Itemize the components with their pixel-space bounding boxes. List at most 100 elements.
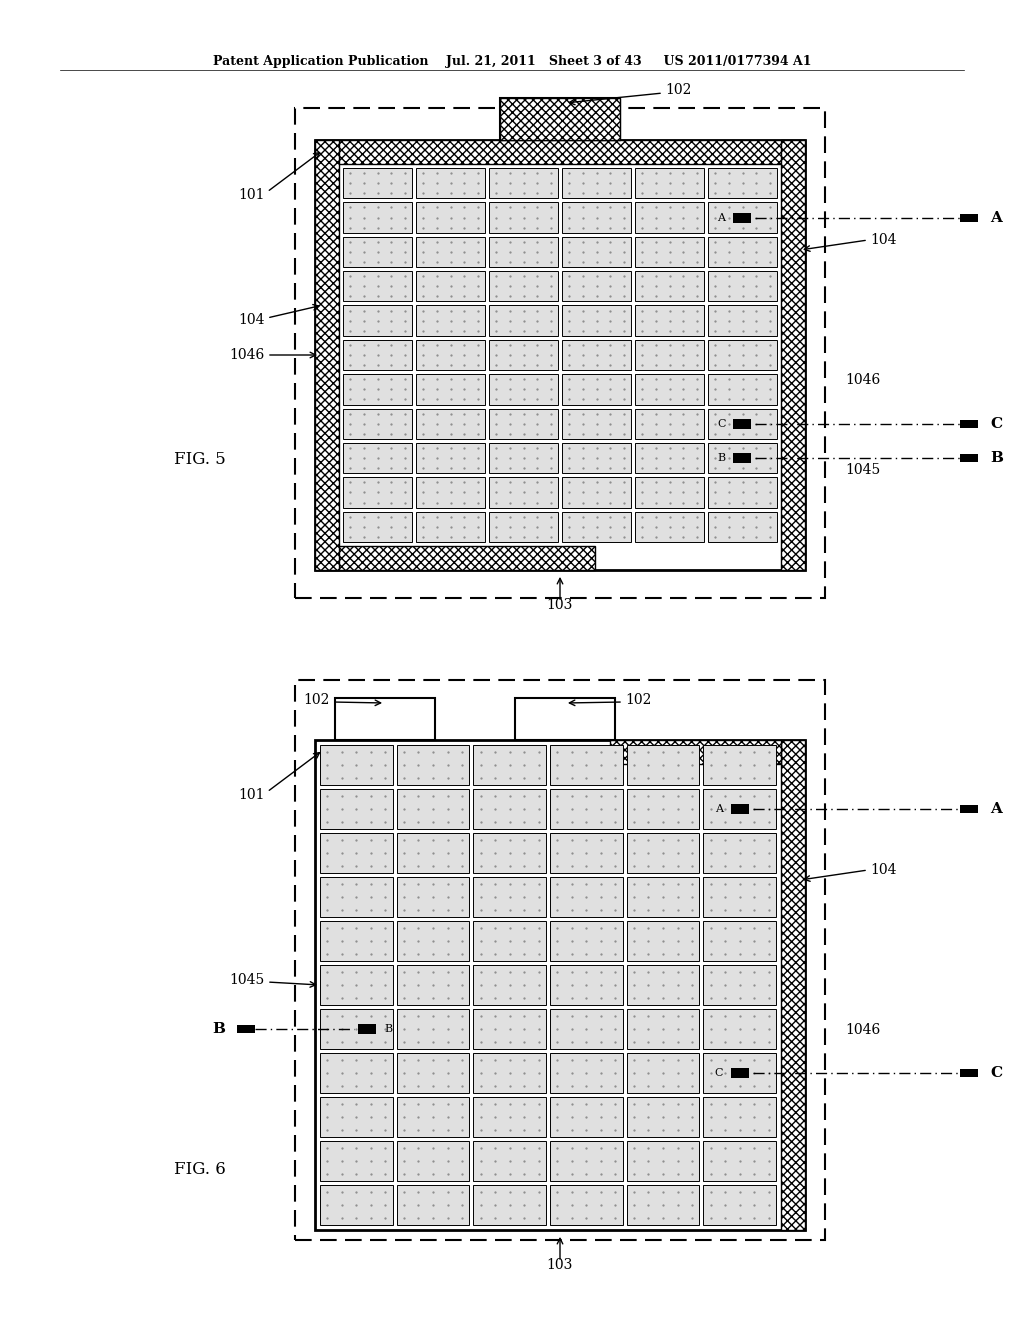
Bar [500,98,620,140]
Bar [319,833,392,873]
Bar [562,202,631,232]
Bar [708,478,777,508]
Bar [473,921,546,961]
Bar [335,698,435,741]
Bar [343,271,412,301]
Text: 1046: 1046 [845,1023,881,1038]
Bar [473,1097,546,1137]
Bar [489,305,558,335]
Text: 102: 102 [304,693,330,708]
Bar [489,409,558,440]
Text: Patent Application Publication    Jul. 21, 2011   Sheet 3 of 43     US 2011/0177: Patent Application Publication Jul. 21, … [213,55,811,69]
Bar [703,1140,776,1181]
Text: 103: 103 [547,598,573,612]
Bar [515,698,615,741]
Bar [610,741,781,764]
Bar [781,741,805,1230]
Text: 104: 104 [239,313,265,327]
Bar [416,512,485,543]
Bar [961,805,978,813]
Bar [489,374,558,404]
Text: A: A [718,213,725,223]
Bar [295,680,825,1239]
Bar [396,1053,469,1093]
Bar [550,789,623,829]
Bar [500,98,620,140]
Bar [396,876,469,917]
Bar [489,236,558,267]
Text: 101: 101 [239,187,265,202]
Text: C: C [717,418,725,429]
Bar [627,789,699,829]
Bar [708,512,777,543]
Text: C: C [715,1068,723,1078]
Bar [315,140,805,164]
Text: 1045: 1045 [845,463,881,477]
Bar [562,409,631,440]
Bar [708,236,777,267]
Bar [635,444,705,474]
Bar [781,140,805,570]
Bar [550,833,623,873]
Bar [703,1008,776,1049]
Text: 103: 103 [547,1258,573,1272]
Bar [343,478,412,508]
Bar [416,168,485,198]
Bar [489,478,558,508]
Bar [396,965,469,1005]
Bar [343,409,412,440]
Bar [733,213,752,223]
Bar [489,168,558,198]
Text: A: A [990,803,1001,816]
Bar [396,1097,469,1137]
Text: 1046: 1046 [229,348,265,362]
Bar [319,1140,392,1181]
Bar [473,876,546,917]
Bar [416,202,485,232]
Bar [315,546,595,570]
Bar [635,512,705,543]
Bar [319,1185,392,1225]
Bar [489,444,558,474]
Text: B: B [212,1022,225,1036]
Bar [416,478,485,508]
Bar [708,444,777,474]
Bar [562,305,631,335]
Bar [708,168,777,198]
Bar [961,454,978,462]
Bar [550,1008,623,1049]
Bar [708,374,777,404]
Bar [315,140,339,570]
Bar [708,202,777,232]
Bar [343,512,412,543]
Bar [708,339,777,370]
Bar [627,965,699,1005]
Bar [627,1140,699,1181]
Bar [550,744,623,785]
Bar [489,339,558,370]
Bar [708,271,777,301]
Bar [343,444,412,474]
Bar [703,1053,776,1093]
Bar [627,1053,699,1093]
Bar [703,1185,776,1225]
Bar [396,921,469,961]
Bar [416,444,485,474]
Bar [319,965,392,1005]
Bar [319,1008,392,1049]
Bar [416,374,485,404]
Bar [550,921,623,961]
Text: B: B [384,1024,392,1034]
Bar [343,374,412,404]
Bar [315,741,805,1230]
Bar [473,789,546,829]
Bar [550,1185,623,1225]
Bar [343,305,412,335]
Bar [473,965,546,1005]
Bar [396,1140,469,1181]
Bar [562,374,631,404]
Bar [703,744,776,785]
Text: A: A [990,211,1001,224]
Bar [343,339,412,370]
Bar [416,339,485,370]
